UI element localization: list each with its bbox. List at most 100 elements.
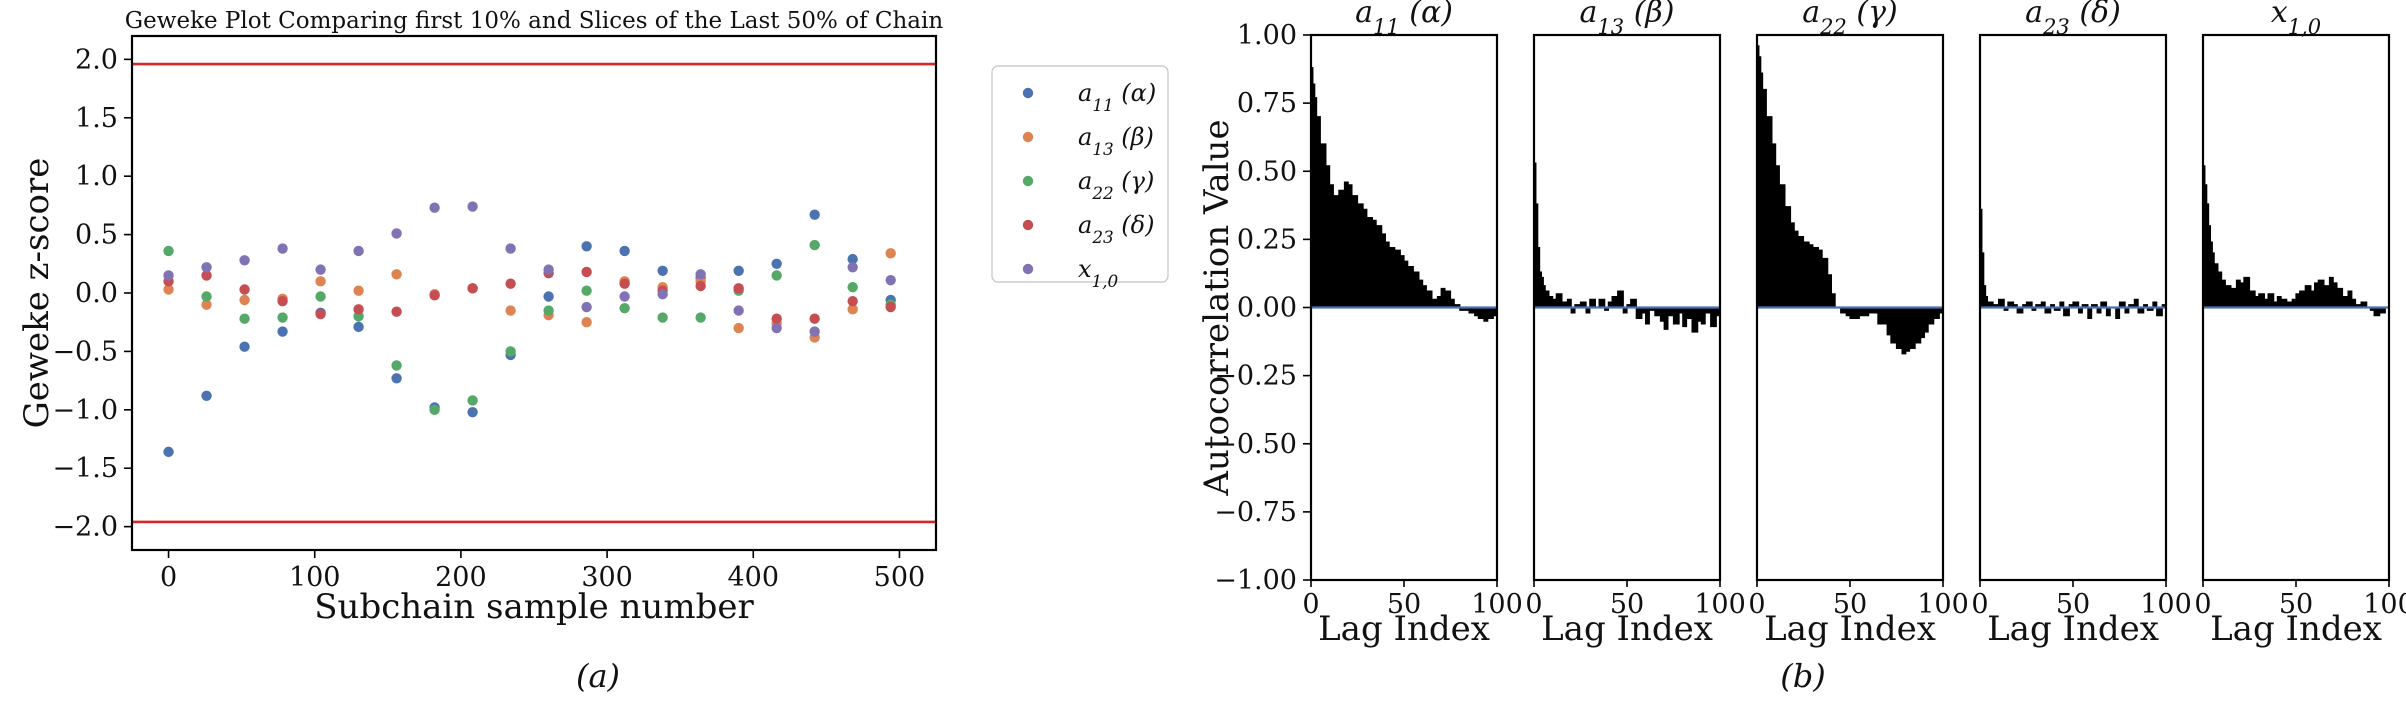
- data-point: [847, 262, 858, 273]
- caption-a: (a): [576, 657, 620, 695]
- data-point: [695, 269, 706, 280]
- data-point: [201, 262, 212, 273]
- x-tick-label: 0: [1302, 589, 1319, 620]
- y-tick-label: 1.5: [75, 103, 118, 134]
- data-point: [201, 299, 212, 310]
- y-tick-label: −1.00: [1214, 565, 1297, 596]
- series-a13: [163, 248, 896, 343]
- y-tick-label: −0.50: [1214, 429, 1297, 460]
- data-point: [429, 202, 440, 213]
- data-point: [771, 270, 782, 281]
- data-point: [315, 264, 326, 275]
- x-tick-label: 0: [1525, 589, 1542, 620]
- series-a23: [163, 266, 896, 324]
- data-point: [201, 291, 212, 302]
- data-point: [581, 285, 592, 296]
- y-tick-label: 0.00: [1237, 293, 1297, 324]
- legend-marker: [1022, 219, 1034, 231]
- data-point: [277, 312, 288, 323]
- data-point: [315, 308, 326, 320]
- x-tick-label: 100: [2140, 589, 2192, 620]
- data-point: [809, 239, 820, 251]
- data-point: [847, 281, 858, 293]
- x-tick-label: 200: [435, 562, 487, 593]
- data-point: [239, 313, 250, 324]
- data-point: [505, 305, 516, 316]
- y-tick-label: −1.5: [52, 453, 118, 484]
- y-tick-label: −1.0: [52, 395, 118, 426]
- data-point: [315, 291, 326, 302]
- data-point: [239, 341, 250, 352]
- legend-marker: [1022, 87, 1034, 99]
- data-point: [391, 228, 402, 239]
- legend-marker: [1022, 131, 1034, 143]
- chart-title: Geweke Plot Comparing first 10% and Slic…: [125, 8, 944, 34]
- data-point: [619, 278, 630, 289]
- data-point: [353, 304, 364, 315]
- y-axis-label: Autocorrelation Value: [1197, 119, 1237, 496]
- data-point: [391, 373, 402, 384]
- data-point: [163, 270, 174, 281]
- y-axis-label: Geweke z-score: [17, 158, 57, 429]
- data-point: [315, 276, 326, 287]
- x-tick-label: 50: [1833, 589, 1867, 620]
- x-tick-label: 50: [2056, 589, 2090, 620]
- autocorrelation-area: [1533, 162, 1721, 333]
- data-point: [543, 264, 554, 275]
- data-point: [771, 258, 782, 269]
- data-point: [885, 301, 896, 313]
- y-tick-label: 1.0: [75, 161, 118, 192]
- legend-entry: a23 (δ): [1078, 211, 1154, 247]
- data-point: [239, 255, 250, 266]
- y-tick-label: −0.75: [1214, 497, 1297, 528]
- x-tick-label: 100: [1917, 589, 1969, 620]
- data-point: [657, 265, 668, 277]
- y-tick-label: −2.0: [52, 512, 118, 543]
- series-a11: [163, 209, 896, 458]
- data-point: [885, 248, 896, 259]
- legend-entry: a11 (α): [1078, 79, 1156, 115]
- data-point: [353, 321, 364, 333]
- data-point: [657, 288, 668, 300]
- plot-frame: [130, 34, 938, 552]
- data-point: [201, 390, 212, 401]
- panel-title: a13 (β): [1580, 0, 1675, 39]
- data-point: [467, 201, 478, 212]
- data-point: [771, 313, 782, 324]
- y-tick-label: 0.5: [75, 220, 118, 251]
- x-tick-label: 0: [1748, 589, 1765, 620]
- x-tick-label: 100: [1471, 589, 1523, 620]
- x-tick-label: 50: [1610, 589, 1644, 620]
- caption-b: (b): [1780, 657, 1825, 695]
- data-point: [809, 209, 820, 220]
- y-tick-label: −0.25: [1214, 361, 1297, 392]
- legend-box: [991, 65, 1169, 283]
- data-point: [581, 301, 592, 313]
- legend-entry: a22 (γ): [1078, 167, 1154, 203]
- series-a22: [163, 239, 896, 416]
- data-point: [581, 241, 592, 252]
- data-point: [429, 404, 440, 416]
- data-point: [163, 245, 174, 257]
- data-point: [695, 312, 706, 323]
- x-axis-label: Lag Index: [1987, 609, 2159, 649]
- data-point: [733, 305, 744, 316]
- data-point: [277, 295, 288, 307]
- panel-title: x1,0: [2271, 0, 2321, 39]
- data-point: [847, 304, 858, 315]
- data-point: [391, 360, 402, 371]
- legend-entry: a13 (β): [1078, 123, 1154, 159]
- x-tick-label: 0: [2194, 589, 2211, 620]
- x-tick-label: 400: [727, 562, 779, 593]
- data-point: [809, 326, 820, 337]
- y-tick-label: 0.25: [1237, 224, 1297, 255]
- y-tick-label: 0.50: [1237, 156, 1297, 187]
- x-axis-label: Lag Index: [1318, 609, 1490, 649]
- data-point: [505, 278, 516, 289]
- x-tick-label: 300: [581, 562, 633, 593]
- data-point: [353, 245, 364, 257]
- data-point: [163, 446, 174, 458]
